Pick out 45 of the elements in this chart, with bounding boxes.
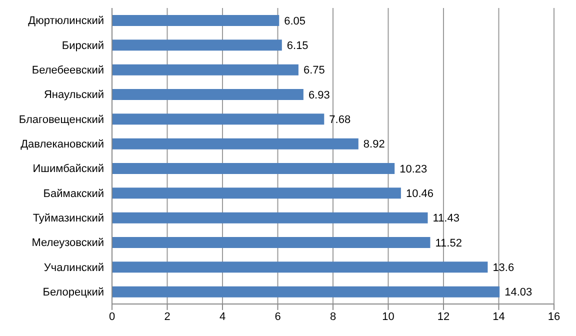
y-tick-label: Благовещенский (18, 114, 104, 126)
data-label: 11.43 (432, 212, 460, 225)
bar (112, 89, 304, 100)
y-tick-label: Бирский (62, 40, 104, 52)
x-tick-label: 10 (382, 310, 394, 323)
y-tick-label: Учалинский (44, 262, 104, 274)
bar (112, 138, 358, 150)
bar (112, 237, 430, 248)
data-label: 10.46 (406, 188, 434, 200)
x-tick-label: 6 (274, 310, 281, 323)
bar (112, 64, 298, 76)
data-label: 7.68 (329, 114, 351, 126)
x-tick-label: 12 (437, 310, 450, 323)
data-label: 14.03 (504, 286, 532, 299)
y-tick-label: Туймазинский (32, 212, 104, 225)
bar (112, 212, 428, 224)
x-tick-label: 16 (548, 310, 560, 323)
data-label: 11.52 (435, 237, 462, 250)
data-label: 6.15 (286, 40, 308, 52)
data-label: 13.6 (492, 262, 514, 274)
y-tick-label: Мелеузовский (32, 237, 104, 250)
data-label: 6.05 (284, 15, 306, 28)
data-label: 6.93 (308, 89, 330, 102)
bar (112, 15, 280, 26)
bar (112, 262, 488, 273)
bar (112, 163, 395, 174)
x-tick-label: 2 (164, 310, 170, 323)
data-label: 6.75 (303, 64, 325, 77)
data-label: 10.23 (400, 163, 428, 176)
x-tick-label: 0 (108, 310, 116, 323)
y-tick-label: Янаульский (44, 89, 104, 102)
y-tick-label: Ишимбайский (32, 163, 104, 176)
y-tick-label: Давлекановский (20, 138, 104, 151)
bar (112, 40, 282, 51)
y-tick-label: Баймакский (43, 188, 104, 200)
x-tick-label: 8 (330, 310, 336, 323)
x-tick-label: 4 (219, 310, 226, 323)
y-tick-label: Дюртюлинский (28, 15, 104, 28)
y-tick-label: Белебеевский (32, 64, 104, 77)
x-tick-label: 14 (492, 310, 505, 323)
y-tick-label: Белорецкий (42, 286, 104, 299)
bar (112, 114, 324, 125)
bar (112, 286, 500, 298)
bar (112, 188, 401, 199)
data-label: 8.92 (363, 138, 385, 151)
